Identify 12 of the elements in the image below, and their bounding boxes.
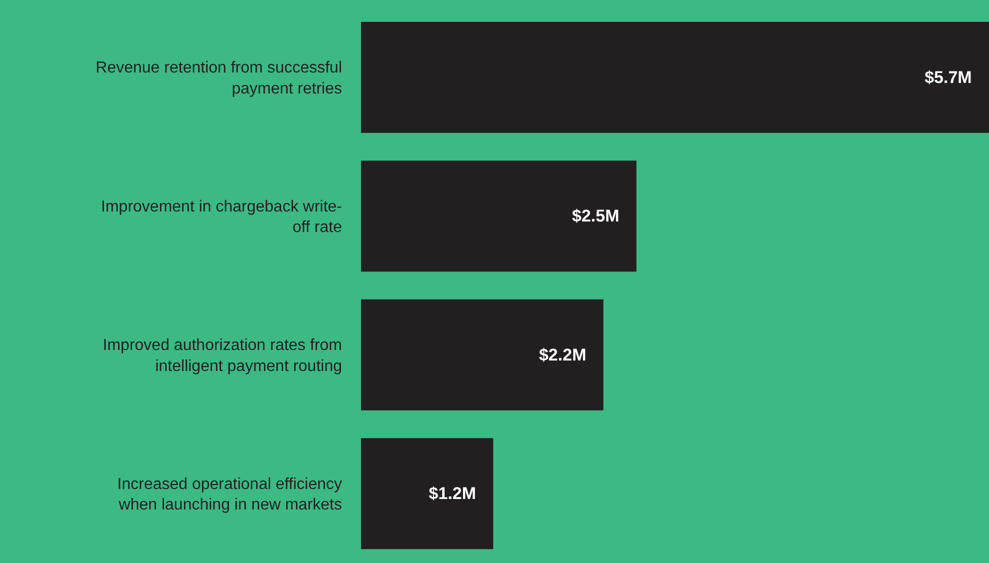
bar xyxy=(361,299,604,410)
y-tick-label: Increased operational efficiency when launching in new markets xyxy=(117,476,342,514)
data-label: $5.7M xyxy=(924,68,972,87)
bar xyxy=(361,438,494,550)
data-label: $2.2M xyxy=(538,345,586,364)
y-tick-label: Revenue retention from successful payment retries xyxy=(96,60,342,98)
y-tick-label: Improvement in chargeback write-off rate xyxy=(101,198,342,236)
data-label: $2.5M xyxy=(572,206,620,226)
y-tick-label: Improved authorization rates from intelligent payment routing xyxy=(102,337,342,375)
bar xyxy=(361,160,636,272)
bar xyxy=(361,22,989,133)
data-label: $1.2M xyxy=(428,484,476,504)
